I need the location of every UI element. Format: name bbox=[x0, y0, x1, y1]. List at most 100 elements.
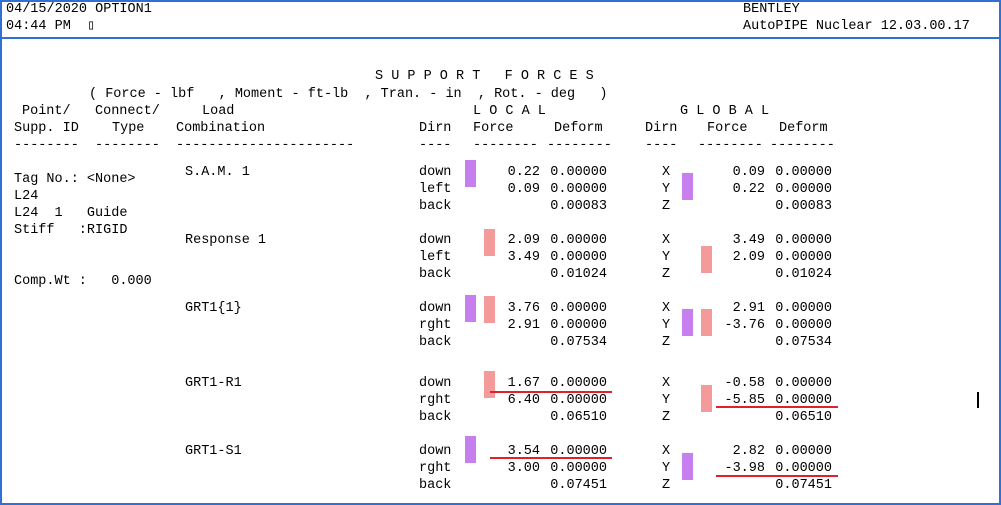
global-deform: 0.00000 bbox=[775, 301, 832, 316]
global-deform: 0.00000 bbox=[775, 318, 832, 333]
comp-weight: Comp.Wt : 0.000 bbox=[14, 274, 152, 289]
combination-name: S.A.M. 1 bbox=[185, 165, 250, 180]
product-version: AutoPIPE Nuclear 12.03.00.17 bbox=[743, 19, 970, 34]
local-deform: 0.07451 bbox=[550, 478, 607, 493]
highlight-bar bbox=[484, 229, 495, 256]
heading-type: Type bbox=[112, 121, 145, 136]
combination-name: GRT1{1} bbox=[185, 301, 242, 316]
dash-global-dirn: ---- bbox=[645, 138, 678, 153]
global-deform: 0.06510 bbox=[775, 410, 832, 425]
heading-supp-id: Supp. ID bbox=[14, 121, 79, 136]
local-dirn: back bbox=[419, 267, 452, 282]
local-force: 2.91 bbox=[507, 318, 540, 333]
local-deform: 0.00000 bbox=[550, 250, 607, 265]
global-deform: 0.01024 bbox=[775, 267, 832, 282]
global-dirn: Z bbox=[662, 199, 671, 214]
global-force: 2.82 bbox=[732, 444, 765, 459]
local-deform: 0.00000 bbox=[550, 233, 607, 248]
global-dirn: X bbox=[662, 165, 671, 180]
local-deform: 0.00000 bbox=[550, 318, 607, 333]
global-dirn: Z bbox=[662, 335, 671, 350]
global-deform: 0.00083 bbox=[775, 199, 832, 214]
local-deform: 0.00000 bbox=[550, 182, 607, 197]
combination-name: Response 1 bbox=[185, 233, 267, 248]
dash-local-force: -------- bbox=[473, 138, 538, 153]
red-underline bbox=[716, 475, 838, 477]
local-force: 3.00 bbox=[507, 461, 540, 476]
header-divider bbox=[0, 37, 1001, 39]
dash-connect: -------- bbox=[95, 138, 160, 153]
highlight-bar bbox=[682, 309, 693, 336]
local-force: 3.76 bbox=[507, 301, 540, 316]
local-force: 6.40 bbox=[507, 393, 540, 408]
local-dirn: rght bbox=[419, 393, 452, 408]
heading-connect: Connect/ bbox=[95, 104, 160, 119]
global-deform: 0.00000 bbox=[775, 182, 832, 197]
company-name: BENTLEY bbox=[743, 2, 800, 17]
global-deform: 0.00000 bbox=[775, 250, 832, 265]
date-line: 04/15/2020 OPTION1 bbox=[6, 2, 152, 17]
local-dirn: back bbox=[419, 410, 452, 425]
highlight-bar bbox=[484, 371, 495, 398]
support-point: L24 bbox=[14, 189, 39, 204]
heading-local-deform: Deform bbox=[554, 121, 603, 136]
local-dirn: left bbox=[419, 250, 452, 265]
global-dirn: Z bbox=[662, 267, 671, 282]
local-deform: 0.00083 bbox=[550, 199, 607, 214]
local-force: 3.54 bbox=[507, 444, 540, 459]
highlight-bar bbox=[682, 173, 693, 200]
heading-local-force: Force bbox=[473, 121, 514, 136]
global-dirn: X bbox=[662, 233, 671, 248]
heading-global-force: Force bbox=[707, 121, 748, 136]
local-dirn: back bbox=[419, 199, 452, 214]
dash-global-deform: -------- bbox=[770, 138, 835, 153]
global-dirn: Y bbox=[662, 250, 671, 265]
heading-local: L O C A L bbox=[473, 104, 546, 119]
global-deform: 0.00000 bbox=[775, 165, 832, 180]
text-cursor bbox=[977, 392, 979, 408]
global-dirn: X bbox=[662, 444, 671, 459]
local-force: 2.09 bbox=[507, 233, 540, 248]
highlight-bar bbox=[465, 295, 476, 322]
global-force: 0.22 bbox=[732, 182, 765, 197]
red-underline bbox=[490, 457, 612, 459]
local-deform: 0.00000 bbox=[550, 393, 607, 408]
highlight-bar bbox=[465, 436, 476, 463]
global-dirn: Y bbox=[662, 461, 671, 476]
heading-global-dirn: Dirn bbox=[645, 121, 678, 136]
heading-global: G L O B A L bbox=[680, 104, 770, 119]
global-force: 2.09 bbox=[732, 250, 765, 265]
local-dirn: down bbox=[419, 301, 452, 316]
global-deform: 0.00000 bbox=[775, 461, 832, 476]
heading-load: Load bbox=[202, 104, 235, 119]
global-force: 0.09 bbox=[732, 165, 765, 180]
global-force: 2.91 bbox=[732, 301, 765, 316]
global-dirn: X bbox=[662, 301, 671, 316]
global-deform: 0.00000 bbox=[775, 393, 832, 408]
global-deform: 0.07534 bbox=[775, 335, 832, 350]
dash-local-dirn: ---- bbox=[419, 138, 452, 153]
global-dirn: Z bbox=[662, 410, 671, 425]
local-deform: 0.00000 bbox=[550, 301, 607, 316]
local-deform: 0.00000 bbox=[550, 461, 607, 476]
local-deform: 0.00000 bbox=[550, 165, 607, 180]
global-force: -5.85 bbox=[724, 393, 765, 408]
local-dirn: rght bbox=[419, 461, 452, 476]
red-underline bbox=[490, 391, 612, 393]
global-force: 3.49 bbox=[732, 233, 765, 248]
local-dirn: left bbox=[419, 182, 452, 197]
support-point-type: L24 1 Guide bbox=[14, 206, 128, 221]
highlight-bar bbox=[484, 296, 495, 323]
local-deform: 0.00000 bbox=[550, 444, 607, 459]
local-dirn: down bbox=[419, 376, 452, 391]
global-deform: 0.00000 bbox=[775, 444, 832, 459]
local-force: 0.22 bbox=[507, 165, 540, 180]
global-force: -3.98 bbox=[724, 461, 765, 476]
dash-point: -------- bbox=[14, 138, 79, 153]
local-deform: 0.06510 bbox=[550, 410, 607, 425]
units-line: ( Force - lbf , Moment - ft-lb , Tran. -… bbox=[89, 87, 608, 102]
combination-name: GRT1-R1 bbox=[185, 376, 242, 391]
heading-global-deform: Deform bbox=[779, 121, 828, 136]
local-force: 1.67 bbox=[507, 376, 540, 391]
